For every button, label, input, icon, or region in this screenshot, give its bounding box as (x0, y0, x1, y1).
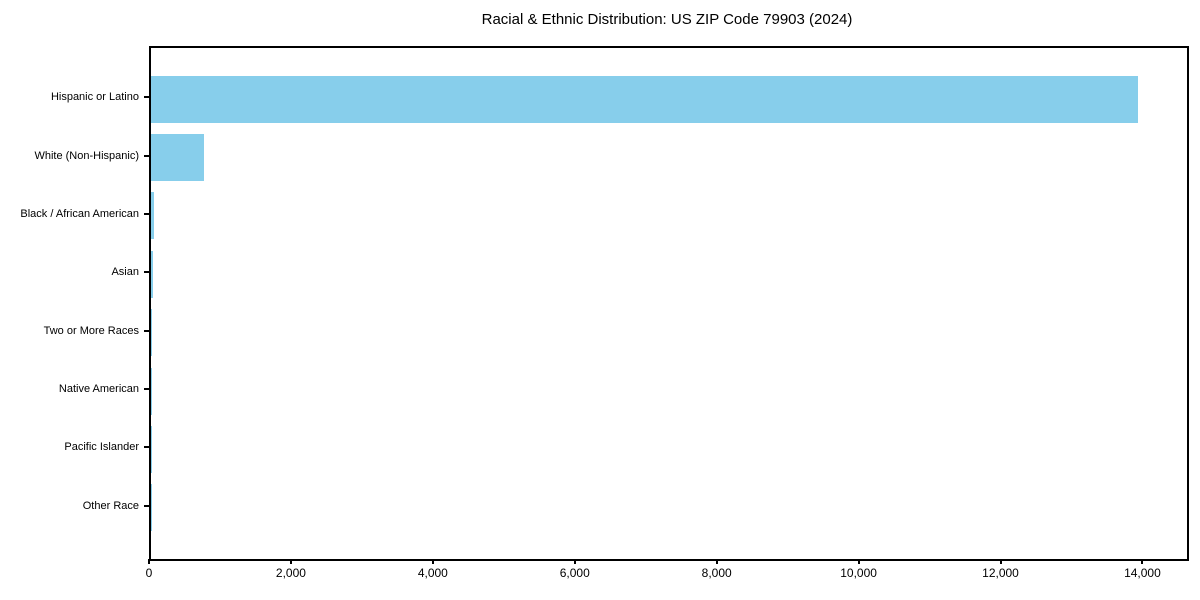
y-tick-label: Two or More Races (43, 324, 139, 337)
bar-native-american (151, 367, 152, 415)
y-tick-mark (144, 504, 149, 507)
y-tick-mark (144, 446, 149, 449)
y-tick-mark (144, 271, 149, 274)
y-tick-mark (144, 212, 149, 215)
bar-asian (151, 250, 153, 298)
x-tick-mark (857, 559, 860, 564)
y-tick-mark (144, 388, 149, 391)
chart-title: Racial & Ethnic Distribution: US ZIP Cod… (481, 11, 853, 28)
x-tick-label: 0 (145, 566, 153, 580)
x-tick-mark (573, 559, 576, 564)
x-tick-label: 10,000 (840, 566, 877, 580)
y-tick-label: Black / African American (20, 207, 139, 220)
x-tick-label: 14,000 (1124, 566, 1161, 580)
y-tick-label: Pacific Islander (64, 441, 139, 454)
bar-white-non-hispanic (151, 134, 204, 182)
bar-black-african-american (151, 192, 154, 240)
x-tick-mark (715, 559, 718, 564)
y-tick-mark (144, 329, 149, 332)
x-tick-mark (431, 559, 434, 564)
y-tick-mark (144, 96, 149, 99)
x-tick-label: 2,000 (275, 566, 306, 580)
y-tick-label: Native American (58, 383, 139, 396)
y-tick-label: Hispanic or Latino (50, 91, 139, 104)
plot-area (149, 46, 1189, 561)
y-tick-label: White (Non-Hispanic) (34, 149, 139, 162)
x-tick-mark (999, 559, 1002, 564)
y-tick-label: Other Race (82, 499, 139, 512)
x-tick-mark (148, 559, 150, 564)
x-tick-label: 6,000 (559, 566, 590, 580)
x-tick-mark (289, 559, 292, 564)
x-tick-label: 8,000 (701, 566, 732, 580)
y-tick-mark (144, 154, 149, 157)
x-tick-label: 4,000 (417, 566, 448, 580)
x-tick-mark (1141, 559, 1144, 564)
bar-two-or-more-races (151, 309, 153, 357)
bar-hispanic-or-latino (151, 75, 1139, 123)
y-tick-label: Asian (111, 266, 139, 279)
x-tick-label: 12,000 (982, 566, 1019, 580)
